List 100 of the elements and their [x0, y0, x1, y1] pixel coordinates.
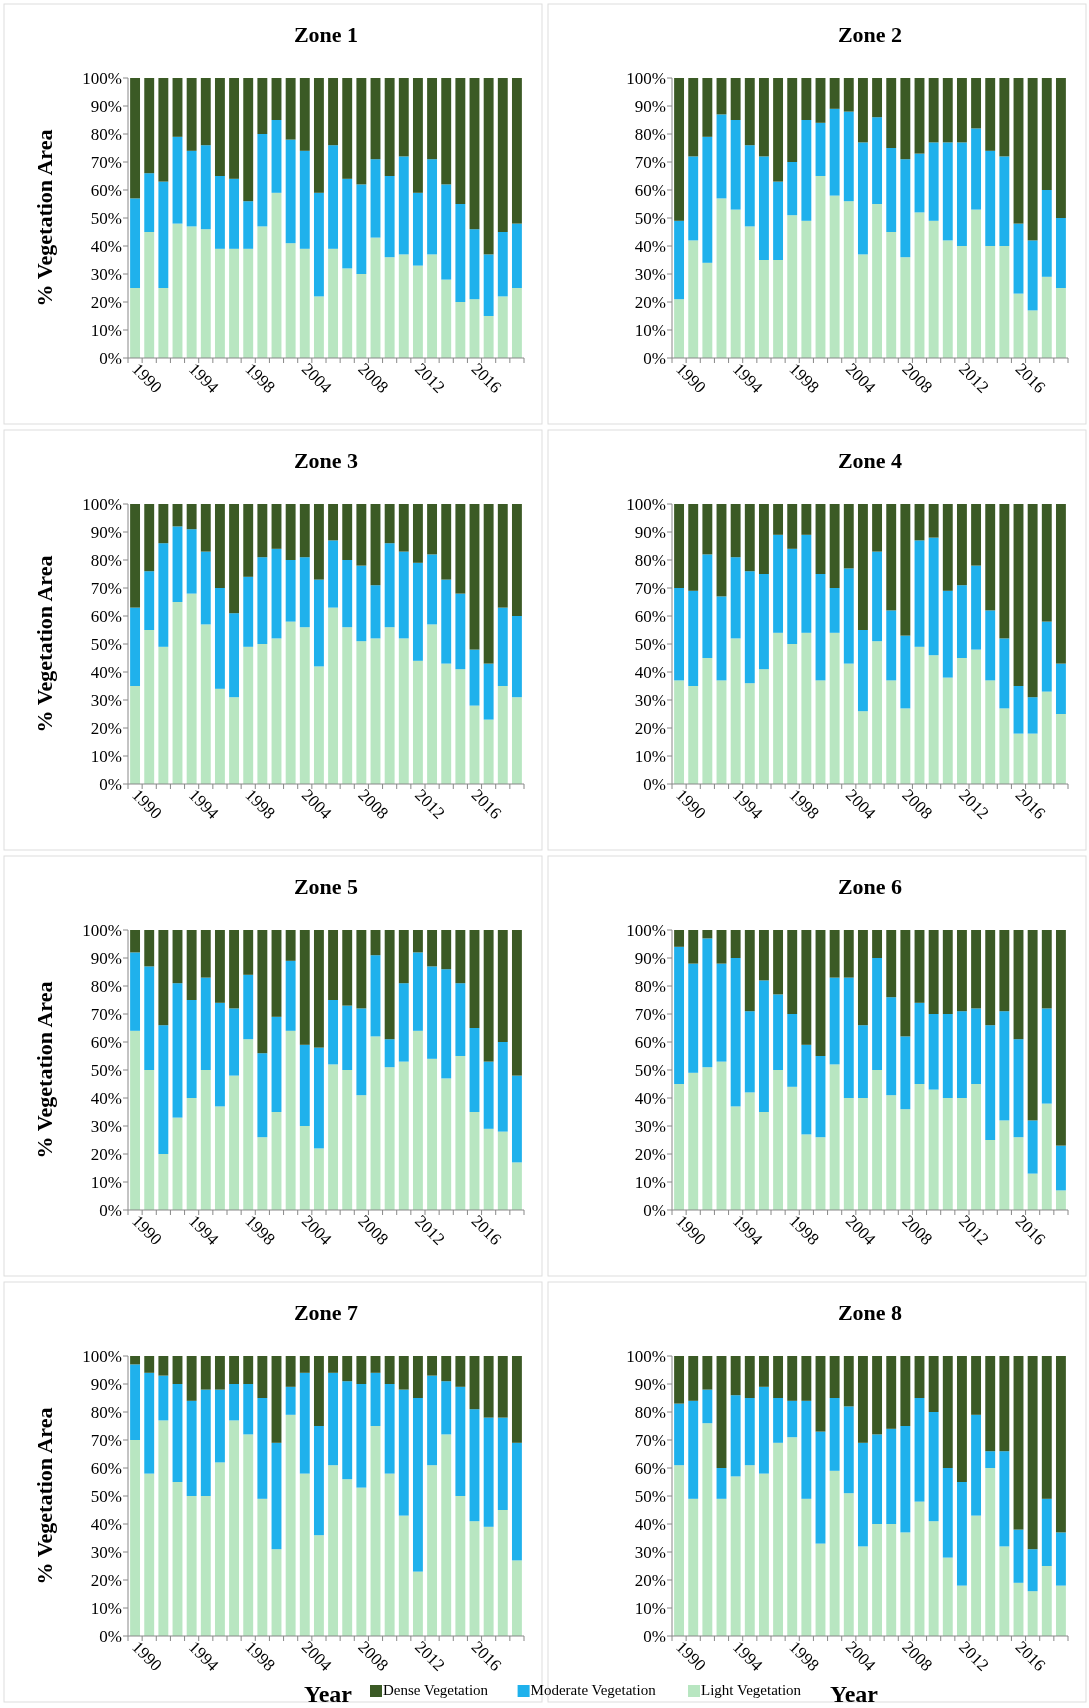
bar [787, 504, 798, 549]
bar [398, 1061, 409, 1210]
y-tick-label: 0% [99, 348, 122, 368]
bar [229, 1420, 240, 1636]
bar [384, 504, 395, 544]
bar [1055, 288, 1066, 358]
bar [257, 557, 268, 644]
bar [384, 1039, 395, 1068]
bar [200, 551, 211, 625]
bar [398, 156, 409, 255]
y-tick-label: 0% [643, 1200, 666, 1220]
bar [483, 1356, 494, 1418]
bar [942, 677, 953, 784]
bar [744, 226, 755, 358]
bar [144, 630, 155, 784]
bar [773, 994, 784, 1070]
bar [412, 1356, 423, 1398]
bar [455, 302, 466, 358]
y-tick-label: 0% [643, 774, 666, 794]
bar [511, 504, 522, 616]
bar [497, 296, 508, 358]
y-tick-label: 90% [90, 948, 122, 968]
bar [758, 1473, 769, 1636]
bar [243, 1434, 254, 1636]
bar [900, 504, 911, 636]
bar [914, 1501, 925, 1636]
bar [1013, 1039, 1024, 1138]
bar [313, 1148, 324, 1210]
bar [843, 201, 854, 358]
bar [229, 697, 240, 784]
bar [829, 504, 840, 588]
bar [299, 930, 310, 1045]
y-tick-label: 30% [634, 1542, 666, 1562]
bar [928, 1089, 939, 1210]
bar [688, 963, 699, 1073]
bar [271, 930, 282, 1017]
bar [469, 1028, 480, 1112]
bar [271, 1549, 282, 1636]
bar [758, 260, 769, 358]
bar [886, 1095, 897, 1210]
bar [200, 1070, 211, 1210]
bar [130, 78, 141, 199]
y-tick-label: 30% [90, 1116, 122, 1136]
bar [815, 504, 826, 574]
bar [1041, 1356, 1052, 1499]
bar [158, 1025, 169, 1154]
y-tick-label: 100% [82, 1346, 122, 1366]
y-tick-label: 50% [634, 1486, 666, 1506]
bar [1027, 78, 1038, 241]
bar [1041, 1008, 1052, 1104]
y-tick-label: 20% [90, 1144, 122, 1164]
bar [313, 579, 324, 667]
bar [716, 1468, 727, 1499]
bar [384, 257, 395, 358]
y-tick-label: 40% [90, 1514, 122, 1534]
bar [900, 1356, 911, 1426]
bar [370, 78, 381, 160]
bar [730, 504, 741, 558]
chart-title: Zone 3 [293, 448, 359, 473]
y-tick-label: 90% [634, 522, 666, 542]
bar [299, 1044, 310, 1126]
bar [356, 184, 367, 274]
bar [942, 78, 953, 143]
bar [313, 1426, 324, 1536]
bar [158, 1154, 169, 1210]
bar [942, 240, 953, 358]
bar [1041, 190, 1052, 277]
bar [172, 1356, 183, 1384]
bar [886, 610, 897, 681]
bar [356, 1487, 367, 1636]
bar [985, 78, 996, 151]
bar [1027, 1173, 1038, 1210]
bar [872, 504, 883, 552]
bar [1027, 310, 1038, 358]
bar [497, 78, 508, 232]
bar [243, 974, 254, 1040]
bar [356, 274, 367, 358]
bar [843, 78, 854, 112]
bar [843, 1493, 854, 1636]
bar [342, 930, 353, 1006]
bar [299, 248, 310, 358]
bar [773, 1442, 784, 1636]
bar [744, 930, 755, 1012]
y-tick-label: 60% [90, 180, 122, 200]
bar [985, 1451, 996, 1468]
bar [455, 78, 466, 204]
y-tick-label: 0% [99, 1626, 122, 1646]
bar [328, 607, 339, 784]
bar [497, 1356, 508, 1418]
x-axis-title: Year [304, 1681, 353, 1707]
bar [985, 680, 996, 784]
bar [758, 669, 769, 784]
bar [497, 1510, 508, 1636]
bar [716, 1356, 727, 1468]
bar [412, 78, 423, 193]
bar [285, 560, 296, 622]
bar [716, 1061, 727, 1210]
bar [773, 504, 784, 535]
bar [144, 966, 155, 1070]
bar [702, 78, 713, 137]
